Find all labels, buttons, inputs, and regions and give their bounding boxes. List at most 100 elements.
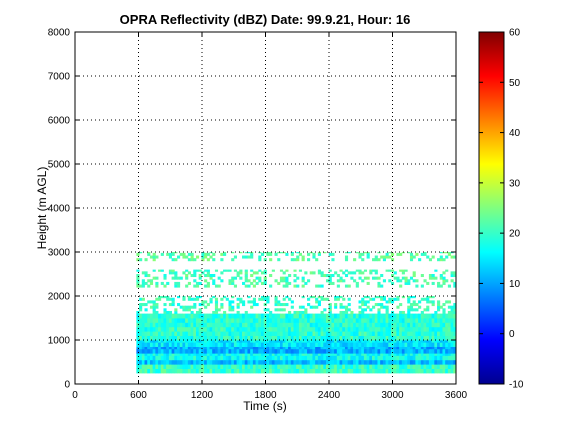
heatmap-cell: [161, 369, 164, 374]
heatmap-cell: [432, 303, 435, 306]
heatmap-cell: [399, 285, 402, 288]
heatmap-cell: [226, 318, 229, 323]
heatmap-cell: [158, 331, 161, 336]
heatmap-cell: [239, 318, 242, 323]
heatmap-cell: [191, 274, 194, 277]
heatmap-cell: [163, 277, 166, 280]
heatmap-cell: [234, 331, 237, 336]
heatmap-cell: [340, 360, 343, 365]
heatmap-cell: [247, 349, 250, 354]
heatmap-cell: [188, 336, 191, 341]
heatmap-cell: [237, 327, 240, 332]
heatmap-cell: [318, 314, 321, 319]
heatmap-cell: [350, 314, 353, 319]
heatmap-cell: [426, 364, 429, 369]
heatmap-cell: [315, 322, 318, 327]
heatmap-cell: [388, 364, 391, 369]
heatmap-cell: [434, 277, 437, 280]
heatmap-cell: [377, 285, 380, 288]
heatmap-cell: [150, 306, 153, 309]
heatmap-cell: [245, 277, 248, 280]
heatmap-cell: [163, 360, 166, 365]
heatmap-cell: [212, 311, 215, 314]
heatmap-cell: [418, 364, 421, 369]
heatmap-cell: [193, 279, 196, 282]
heatmap-cell: [239, 360, 242, 365]
heatmap-cell: [424, 364, 427, 369]
heatmap-cell: [310, 271, 313, 274]
heatmap-cell: [234, 314, 237, 319]
heatmap-cell: [440, 318, 443, 323]
heatmap-cell: [223, 322, 226, 327]
heatmap-cell: [413, 342, 416, 347]
heatmap-cell: [153, 314, 156, 319]
heatmap-cell: [345, 342, 348, 347]
heatmap-cell: [293, 274, 296, 277]
heatmap-cell: [163, 364, 166, 369]
heatmap-cell: [442, 279, 445, 282]
heatmap-cell: [210, 360, 213, 365]
colorbar-tick-label: 30: [509, 178, 521, 189]
heatmap-cell: [258, 314, 261, 319]
heatmap-cell: [442, 355, 445, 360]
heatmap-cell: [155, 322, 158, 327]
heatmap-cell: [239, 369, 242, 374]
heatmap-cell: [380, 274, 383, 277]
heatmap-cell: [247, 314, 250, 319]
heatmap-cell: [312, 322, 315, 327]
heatmap-cell: [161, 322, 164, 327]
heatmap-cell: [396, 277, 399, 280]
heatmap-cell: [342, 279, 345, 282]
heatmap-cell: [147, 279, 150, 282]
heatmap-cell: [402, 318, 405, 323]
heatmap-cell: [375, 258, 378, 261]
colorbar-tick-label: 40: [509, 128, 521, 139]
heatmap-cell: [139, 369, 142, 374]
heatmap-cell: [383, 349, 386, 354]
heatmap-cell: [174, 360, 177, 365]
x-tick-label: 2400: [318, 390, 341, 401]
heatmap-cell: [348, 252, 351, 253]
heatmap-cell: [399, 318, 402, 323]
heatmap-cell: [275, 355, 278, 360]
heatmap-cell: [174, 271, 177, 274]
heatmap-cell: [364, 336, 367, 341]
heatmap-cell: [448, 314, 451, 319]
heatmap-cell: [204, 274, 207, 277]
heatmap-cell: [145, 318, 148, 323]
heatmap-cell: [367, 306, 370, 309]
heatmap-cell: [234, 277, 237, 280]
heatmap-cell: [188, 349, 191, 354]
heatmap-cell: [337, 314, 340, 319]
heatmap-cell: [231, 308, 234, 311]
heatmap-cell: [180, 277, 183, 280]
heatmap-cell: [402, 270, 405, 272]
heatmap-cell: [296, 331, 299, 336]
heatmap-cell: [193, 271, 196, 274]
heatmap-cell: [312, 314, 315, 319]
heatmap-cell: [413, 349, 416, 354]
heatmap-cell: [150, 282, 153, 285]
heatmap-cell: [239, 327, 242, 332]
heatmap-cell: [212, 360, 215, 365]
heatmap-cell: [177, 303, 180, 306]
heatmap-cell: [245, 279, 248, 282]
heatmap-cell: [442, 364, 445, 369]
heatmap-cell: [234, 285, 237, 288]
heatmap-cell: [326, 327, 329, 332]
heatmap-cell: [139, 322, 142, 327]
heatmap-cell: [410, 314, 413, 319]
heatmap-cell: [312, 331, 315, 336]
heatmap-cell: [250, 342, 253, 347]
heatmap-cell: [231, 322, 234, 327]
heatmap-cell: [212, 318, 215, 323]
heatmap-cell: [358, 355, 361, 360]
heatmap-cell: [147, 369, 150, 374]
heatmap-cell: [163, 342, 166, 347]
heatmap-cell: [386, 369, 389, 374]
heatmap-cell: [337, 274, 340, 277]
heatmap-cell: [342, 314, 345, 319]
heatmap-cell: [415, 285, 418, 288]
heatmap-cell: [442, 342, 445, 347]
heatmap-cell: [318, 364, 321, 369]
